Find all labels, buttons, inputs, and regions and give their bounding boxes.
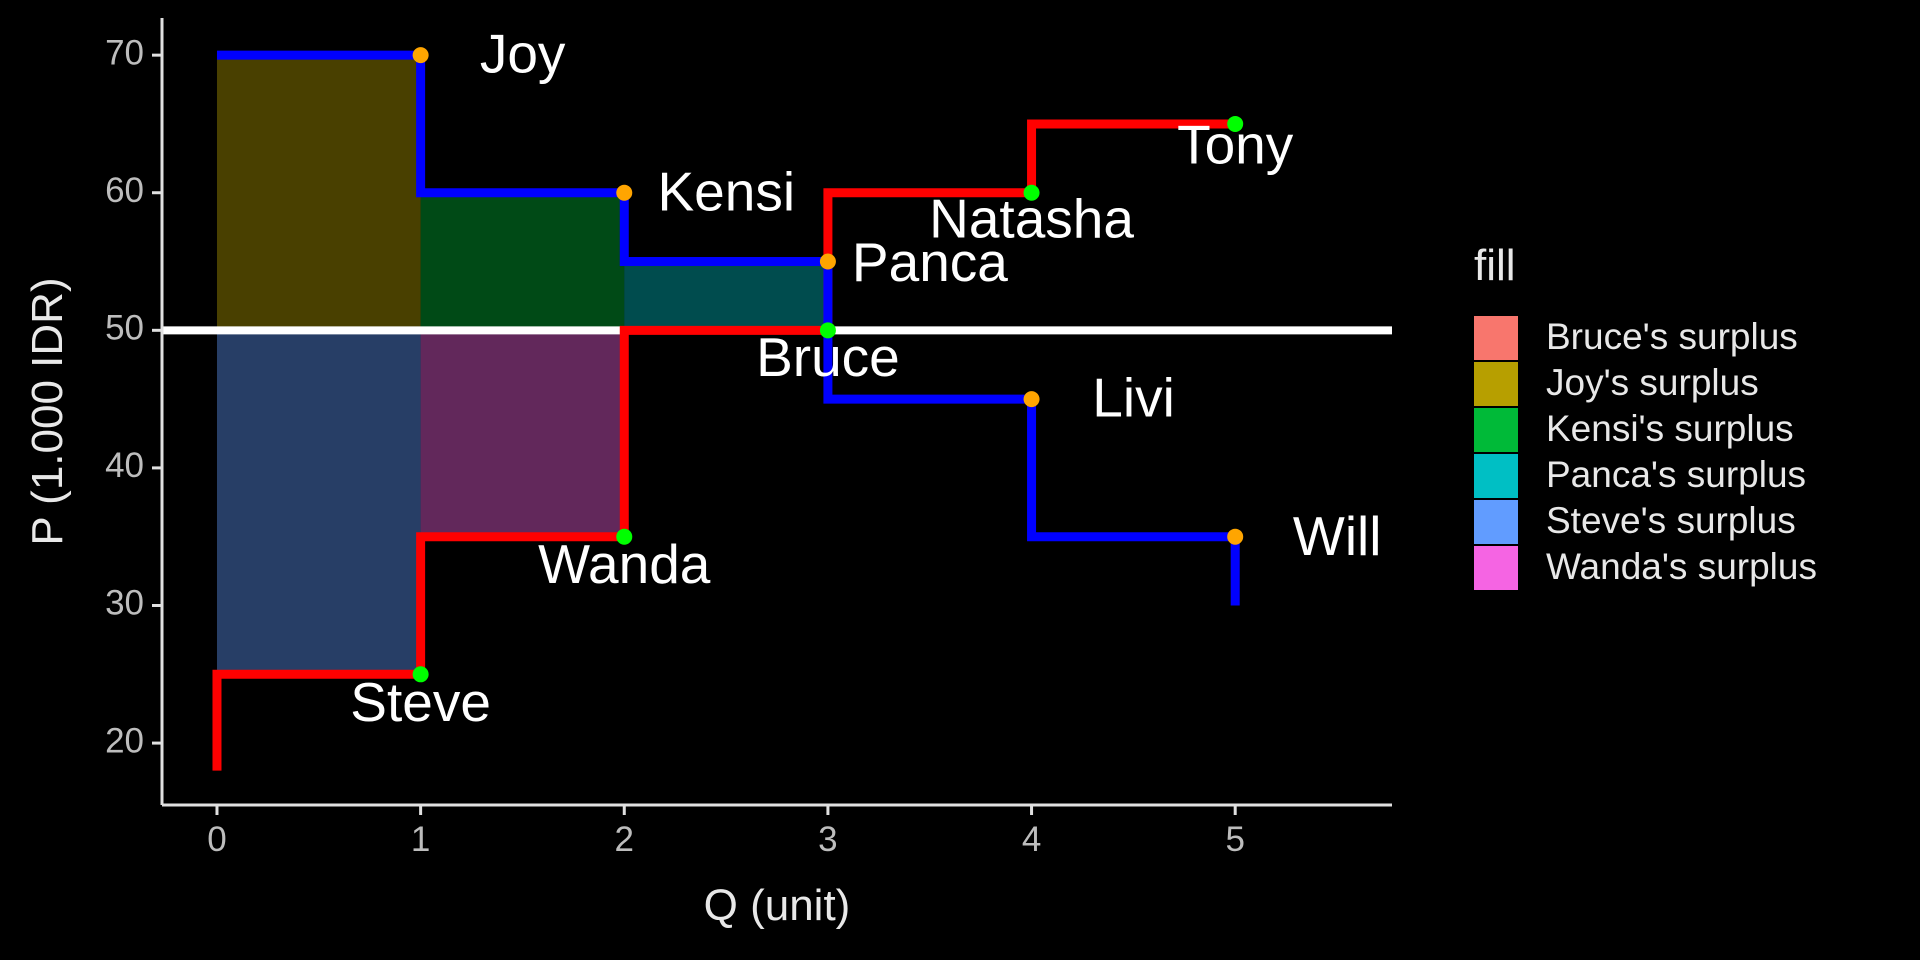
label-tony: Tony <box>1177 113 1294 175</box>
point-bruce <box>819 322 836 339</box>
label-panca: Panca <box>852 231 1008 293</box>
x-tick-label: 3 <box>818 820 837 859</box>
legend-key <box>1474 316 1518 360</box>
legend-label: Joy's surplus <box>1546 362 1759 403</box>
surplus-area-panca-s-surplus <box>624 261 828 331</box>
point-natasha <box>1023 184 1040 201</box>
x-axis-title: Q (unit) <box>704 881 851 930</box>
label-bruce: Bruce <box>756 326 900 388</box>
point-panca <box>819 253 836 270</box>
legend-label: Kensi's surplus <box>1546 408 1794 449</box>
label-natasha: Natasha <box>929 187 1134 249</box>
y-tick-label: 30 <box>105 584 144 623</box>
legend-key <box>1474 408 1518 452</box>
supply-curve <box>212 119 1236 771</box>
surplus-area-steve-s-surplus <box>216 330 421 675</box>
legend-key <box>1474 546 1518 590</box>
y-tick-label: 50 <box>105 309 144 348</box>
surplus-area-joy-s-surplus <box>216 55 421 331</box>
x-tick-label: 0 <box>207 820 226 859</box>
y-tick-label: 70 <box>105 33 144 72</box>
legend-title: fill <box>1474 241 1516 290</box>
x-ticks: 0 1 2 3 4 5 <box>207 805 1245 859</box>
point-labels: Joy Kensi Panca Livi Will Steve Wanda Bruce Nata… <box>350 23 1381 733</box>
legend-label: Panca's surplus <box>1546 454 1806 495</box>
point-joy <box>412 47 429 64</box>
y-tick-label: 20 <box>105 721 144 760</box>
x-tick-label: 4 <box>1022 820 1041 859</box>
label-livi: Livi <box>1092 367 1175 429</box>
axes: 0 1 2 3 4 5 20 30 40 50 60 70 Q (unit) P (1.000 ID… <box>23 18 1392 930</box>
point-kensi <box>616 184 633 201</box>
y-axis-title: P (1.000 IDR) <box>23 277 72 545</box>
point-livi <box>1023 391 1040 408</box>
surplus-area-kensi-s-surplus <box>420 192 625 331</box>
y-ticks: 20 30 40 50 60 70 <box>105 33 162 760</box>
label-joy: Joy <box>480 23 566 85</box>
y-tick-label: 60 <box>105 171 144 210</box>
surplus-areas <box>216 55 828 675</box>
data-points <box>412 47 1244 683</box>
legend-label: Bruce's surplus <box>1546 316 1798 357</box>
point-steve <box>412 666 429 683</box>
x-tick-label: 5 <box>1225 820 1244 859</box>
label-wanda: Wanda <box>538 533 711 595</box>
y-tick-label: 40 <box>105 446 144 485</box>
legend-key <box>1474 362 1518 406</box>
label-steve: Steve <box>350 671 491 733</box>
surplus-area-wanda-s-surplus <box>420 330 625 537</box>
label-will: Will <box>1293 505 1382 567</box>
legend-key <box>1474 500 1518 544</box>
point-will <box>1227 528 1244 545</box>
legend-key <box>1474 454 1518 498</box>
point-tony <box>1227 115 1244 132</box>
legend-label: Wanda's surplus <box>1546 546 1817 587</box>
legend-label: Steve's surplus <box>1546 500 1796 541</box>
x-tick-label: 2 <box>615 820 634 859</box>
legend: fill Bruce's surplus Joy's surplus Kensi's… <box>1474 241 1817 590</box>
x-tick-label: 1 <box>411 820 430 859</box>
point-wanda <box>616 528 633 545</box>
label-kensi: Kensi <box>657 160 795 222</box>
